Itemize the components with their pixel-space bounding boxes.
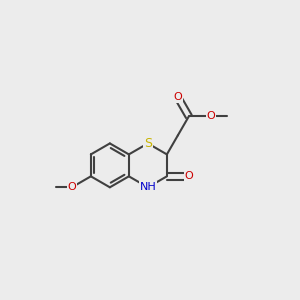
Text: O: O	[184, 171, 193, 181]
Text: S: S	[144, 137, 152, 150]
Text: O: O	[68, 182, 76, 192]
Text: O: O	[206, 111, 215, 122]
Text: O: O	[173, 92, 182, 102]
Text: NH: NH	[140, 182, 156, 192]
